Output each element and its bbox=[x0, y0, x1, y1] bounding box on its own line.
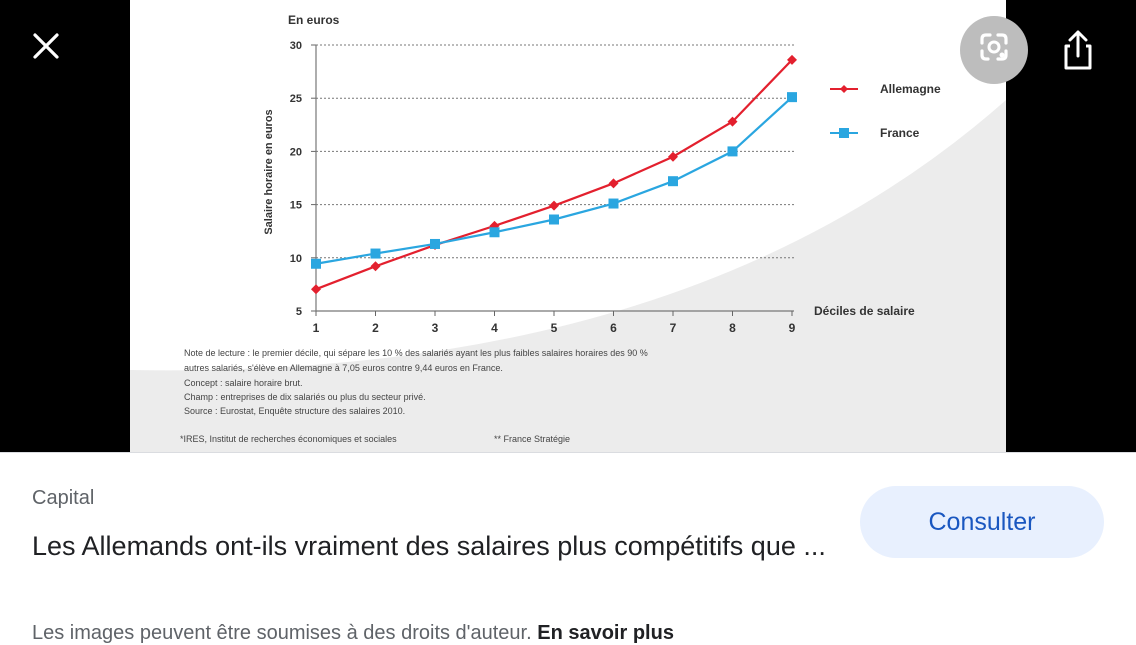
data-point-allemagne bbox=[311, 284, 321, 295]
data-point-allemagne bbox=[370, 261, 381, 272]
data-point-allemagne bbox=[787, 54, 797, 65]
x-tick-label: 4 bbox=[491, 321, 498, 335]
x-tick-label: 9 bbox=[789, 321, 796, 335]
data-point-allemagne bbox=[727, 116, 738, 127]
data-point-france bbox=[370, 248, 381, 259]
lens-button[interactable] bbox=[960, 16, 1028, 84]
data-point-allemagne bbox=[549, 200, 559, 211]
y-tick-label: 30 bbox=[290, 40, 302, 52]
footnote-france-strategie: ** France Stratégie bbox=[494, 434, 570, 444]
legend-label-france: France bbox=[880, 126, 920, 140]
y-axis-label: Salaire horaire en euros bbox=[263, 109, 275, 234]
x-tick-label: 5 bbox=[551, 321, 558, 335]
copyright-text: Les images peuvent être soumises à des d… bbox=[32, 622, 532, 644]
series-line-allemagne bbox=[315, 59, 793, 291]
y-tick-label: 15 bbox=[290, 200, 302, 212]
x-tick-label: 1 bbox=[313, 321, 320, 335]
note-line: autres salariés, s'élève en Allemagne à … bbox=[184, 363, 503, 373]
x-axis-label: Déciles de salaire bbox=[814, 304, 915, 318]
x-tick-labels: 1 2 3 4 5 6 7 8 9 bbox=[313, 321, 796, 335]
result-title[interactable]: Les Allemands ont-ils vraiment des salai… bbox=[32, 531, 826, 561]
data-point-france bbox=[311, 258, 321, 269]
result-image[interactable]: 5 10 15 20 25 30 1 2 3 4 5 6 7 8 9 En euros Salaire h… bbox=[130, 0, 1006, 452]
y-tick-label: 5 bbox=[296, 306, 302, 318]
y-tick-label: 10 bbox=[290, 253, 302, 265]
data-point-allemagne bbox=[608, 178, 619, 189]
data-point-allemagne bbox=[668, 151, 678, 162]
data-point-france bbox=[727, 146, 738, 157]
legend-marker-france bbox=[839, 128, 849, 138]
footnote-ires: *IRES, Institut de recherches économique… bbox=[180, 434, 397, 444]
chart-axes bbox=[311, 44, 794, 316]
close-button[interactable] bbox=[30, 30, 62, 62]
x-tick-label: 7 bbox=[670, 321, 677, 335]
chart-notes: Note de lecture : le premier décile, qui… bbox=[180, 348, 648, 444]
y-tick-labels: 5 10 15 20 25 30 bbox=[290, 40, 302, 318]
series-line-france bbox=[315, 96, 793, 265]
lens-icon bbox=[980, 33, 1008, 61]
y-tick-label: 20 bbox=[290, 146, 302, 158]
data-point-france bbox=[608, 198, 619, 209]
data-point-france bbox=[430, 238, 440, 249]
note-line: Concept : salaire horaire brut. bbox=[184, 378, 303, 388]
y-tick-label: 25 bbox=[290, 93, 302, 105]
share-icon bbox=[1064, 30, 1092, 70]
legend-label-allemagne: Allemagne bbox=[880, 82, 941, 96]
note-line: Note de lecture : le premier décile, qui… bbox=[184, 348, 648, 358]
close-icon bbox=[33, 33, 59, 59]
legend-marker-allemagne bbox=[840, 85, 848, 93]
unit-label: En euros bbox=[288, 13, 340, 27]
data-point-france bbox=[489, 227, 500, 238]
salary-line-chart: 5 10 15 20 25 30 1 2 3 4 5 6 7 8 9 En euros Salaire h… bbox=[130, 13, 1006, 452]
divider bbox=[0, 452, 1136, 453]
chart-series bbox=[311, 54, 797, 295]
share-button[interactable] bbox=[1058, 28, 1098, 72]
x-tick-label: 2 bbox=[372, 321, 379, 335]
legend: Allemagne France bbox=[830, 82, 941, 140]
data-point-france bbox=[787, 92, 797, 103]
note-line: Source : Eurostat, Enquête structure des… bbox=[184, 406, 405, 416]
image-viewer: 5 10 15 20 25 30 1 2 3 4 5 6 7 8 9 En euros Salaire h… bbox=[0, 0, 1136, 452]
x-tick-label: 6 bbox=[610, 321, 617, 335]
copyright-notice: Les images peuvent être soumises à des d… bbox=[32, 622, 674, 645]
learn-more-link[interactable]: En savoir plus bbox=[537, 622, 674, 644]
result-source[interactable]: Capital bbox=[32, 487, 95, 509]
consult-button[interactable]: Consulter bbox=[860, 486, 1104, 558]
data-point-france bbox=[549, 214, 559, 225]
x-tick-label: 8 bbox=[729, 321, 736, 335]
background-swoosh bbox=[130, 100, 1006, 452]
note-line: Champ : entreprises de dix salariés ou p… bbox=[184, 392, 426, 402]
chart-grid bbox=[316, 44, 794, 259]
x-tick-label: 3 bbox=[432, 321, 439, 335]
data-point-france bbox=[668, 176, 678, 187]
